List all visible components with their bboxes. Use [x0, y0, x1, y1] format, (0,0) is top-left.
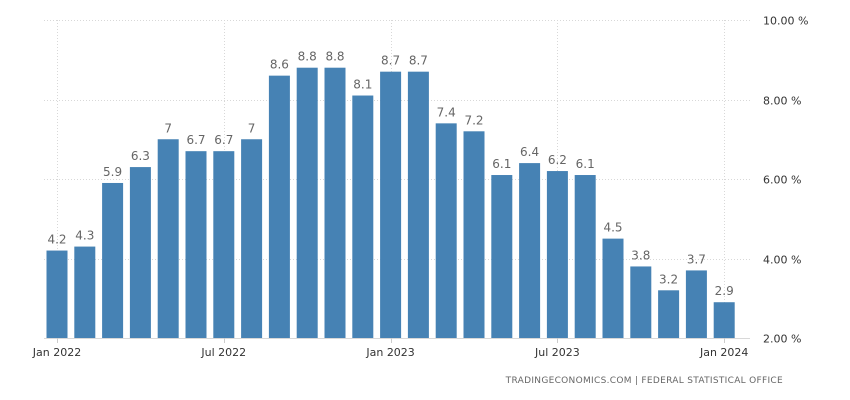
x-tick-label: Jul 2023 — [534, 346, 580, 359]
y-tick-label: 4.00 % — [763, 254, 801, 267]
bar-value-label: 3.2 — [659, 272, 678, 286]
bar-value-label: 6.4 — [520, 145, 539, 159]
bar — [46, 250, 68, 338]
y-tick-label: 10.00 % — [763, 15, 808, 28]
bar-value-label: 3.8 — [631, 248, 650, 262]
y-tick-label: 2.00 % — [763, 333, 801, 346]
bar-value-label: 6.7 — [214, 133, 233, 147]
x-tick-label: Jan 2022 — [32, 346, 81, 359]
bar-value-label: 8.8 — [298, 50, 317, 64]
y-tick-label: 6.00 % — [763, 174, 801, 187]
bar — [546, 171, 568, 338]
bar — [713, 302, 735, 338]
x-tick-label: Jul 2022 — [200, 346, 246, 359]
bar-value-label: 6.3 — [131, 149, 150, 163]
bar-value-label: 7 — [248, 121, 256, 135]
bar — [185, 151, 207, 338]
bar-value-label: 3.7 — [687, 252, 706, 266]
bar-value-label: 6.2 — [548, 153, 567, 167]
y-tick-label: 8.00 % — [763, 95, 801, 108]
bar — [296, 67, 318, 338]
bar — [324, 67, 346, 338]
bar — [352, 95, 374, 339]
x-tick-label: Jan 2023 — [365, 346, 414, 359]
bar — [74, 246, 96, 338]
bar — [102, 182, 124, 338]
bar — [380, 71, 402, 339]
bar-value-label: 4.5 — [603, 221, 622, 235]
bar-value-label: 7 — [164, 121, 172, 135]
y-axis: 2.00 % 4.00 % 6.00 % 8.00 % 10.00 % — [763, 15, 808, 346]
bar-value-label: 5.9 — [103, 165, 122, 179]
bar — [574, 175, 596, 338]
bar-value-label: 6.1 — [576, 157, 595, 171]
bar — [630, 266, 652, 338]
bar-value-label: 4.3 — [75, 229, 94, 243]
bar-value-label: 8.6 — [270, 58, 289, 72]
bar-value-label: 6.7 — [186, 133, 205, 147]
bar-labels: 4.2 4.3 5.9 6.3 7 6.7 6.7 7 8.6 8.8 8.8 8.1 8.7 8.7 7.… — [47, 50, 733, 299]
bar — [407, 71, 429, 339]
bar — [491, 175, 513, 338]
bar — [213, 151, 235, 338]
source-credit: TRADINGECONOMICS.COM | FEDERAL STATISTIC… — [505, 376, 783, 386]
bar — [519, 163, 541, 338]
bar-value-label: 6.1 — [492, 157, 511, 171]
bar — [268, 75, 290, 339]
bar — [157, 139, 179, 338]
bar — [602, 238, 624, 338]
bar — [129, 167, 151, 338]
bar-value-label: 8.8 — [325, 50, 344, 64]
bars — [46, 67, 735, 339]
bar-value-label: 4.2 — [47, 233, 66, 247]
bar-value-label: 8.1 — [353, 78, 372, 92]
bar — [658, 290, 680, 338]
bar-value-label: 7.4 — [437, 105, 456, 119]
bar — [463, 131, 485, 338]
bar-value-label: 2.9 — [715, 284, 734, 298]
bar-value-label: 8.7 — [381, 54, 400, 68]
bar — [241, 139, 263, 338]
bar — [435, 123, 457, 338]
bar-value-label: 7.2 — [464, 113, 483, 127]
x-tick-label: Jan 2024 — [699, 346, 748, 359]
x-axis: Jan 2022 Jul 2022 Jan 2023 Jul 2023 Jan 2024 — [32, 338, 748, 359]
bar — [685, 270, 707, 338]
bar-value-label: 8.7 — [409, 54, 428, 68]
